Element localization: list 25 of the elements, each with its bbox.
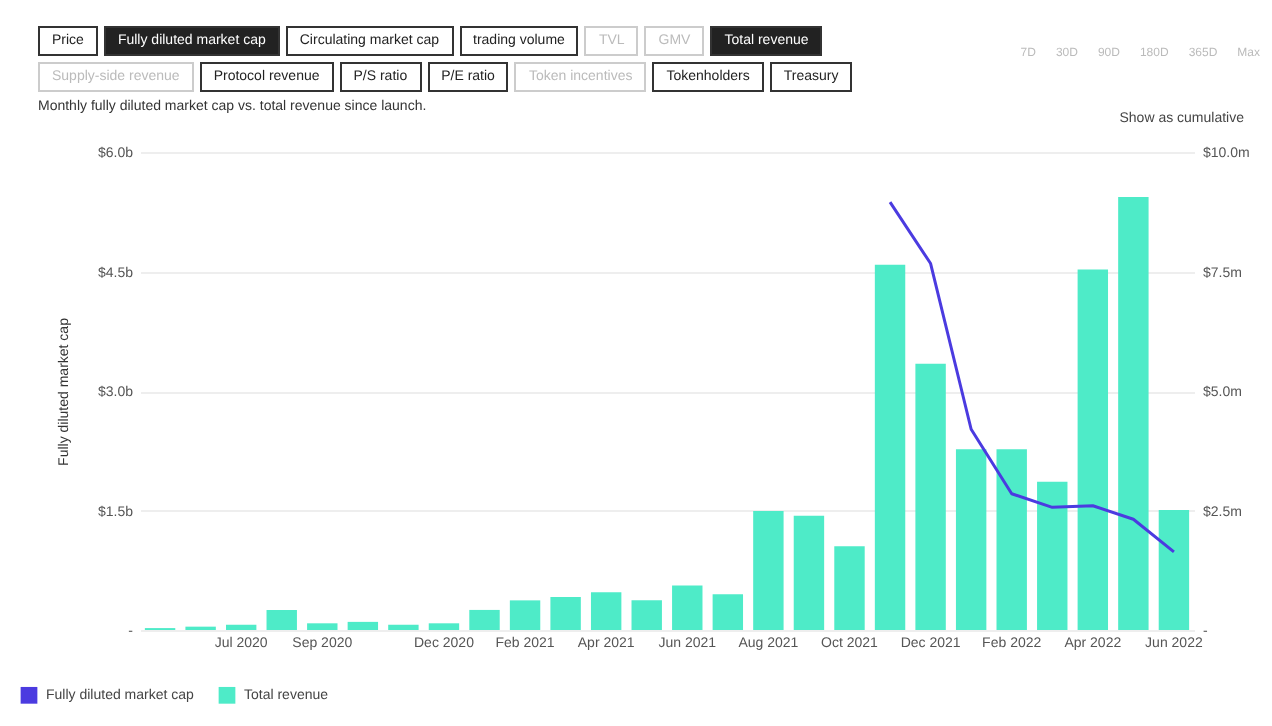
line-series [888, 200, 1176, 554]
bar [874, 264, 906, 630]
bar [712, 594, 744, 630]
bar [1037, 481, 1068, 630]
bar [266, 609, 297, 630]
bar [225, 624, 257, 630]
bar [428, 623, 460, 630]
bar [631, 600, 662, 630]
bar [753, 510, 784, 630]
bar [550, 597, 581, 630]
bar [347, 621, 379, 630]
bar [1077, 269, 1109, 630]
bar [1118, 196, 1149, 630]
bar [955, 449, 987, 630]
bar [834, 546, 865, 630]
bar [915, 363, 946, 630]
bar [388, 624, 419, 630]
bar [1158, 510, 1190, 630]
bar [590, 592, 622, 630]
bar [307, 623, 338, 630]
bar [469, 609, 500, 630]
bar [672, 585, 703, 630]
bar [996, 449, 1027, 630]
bar [793, 515, 825, 630]
bar [509, 600, 541, 630]
